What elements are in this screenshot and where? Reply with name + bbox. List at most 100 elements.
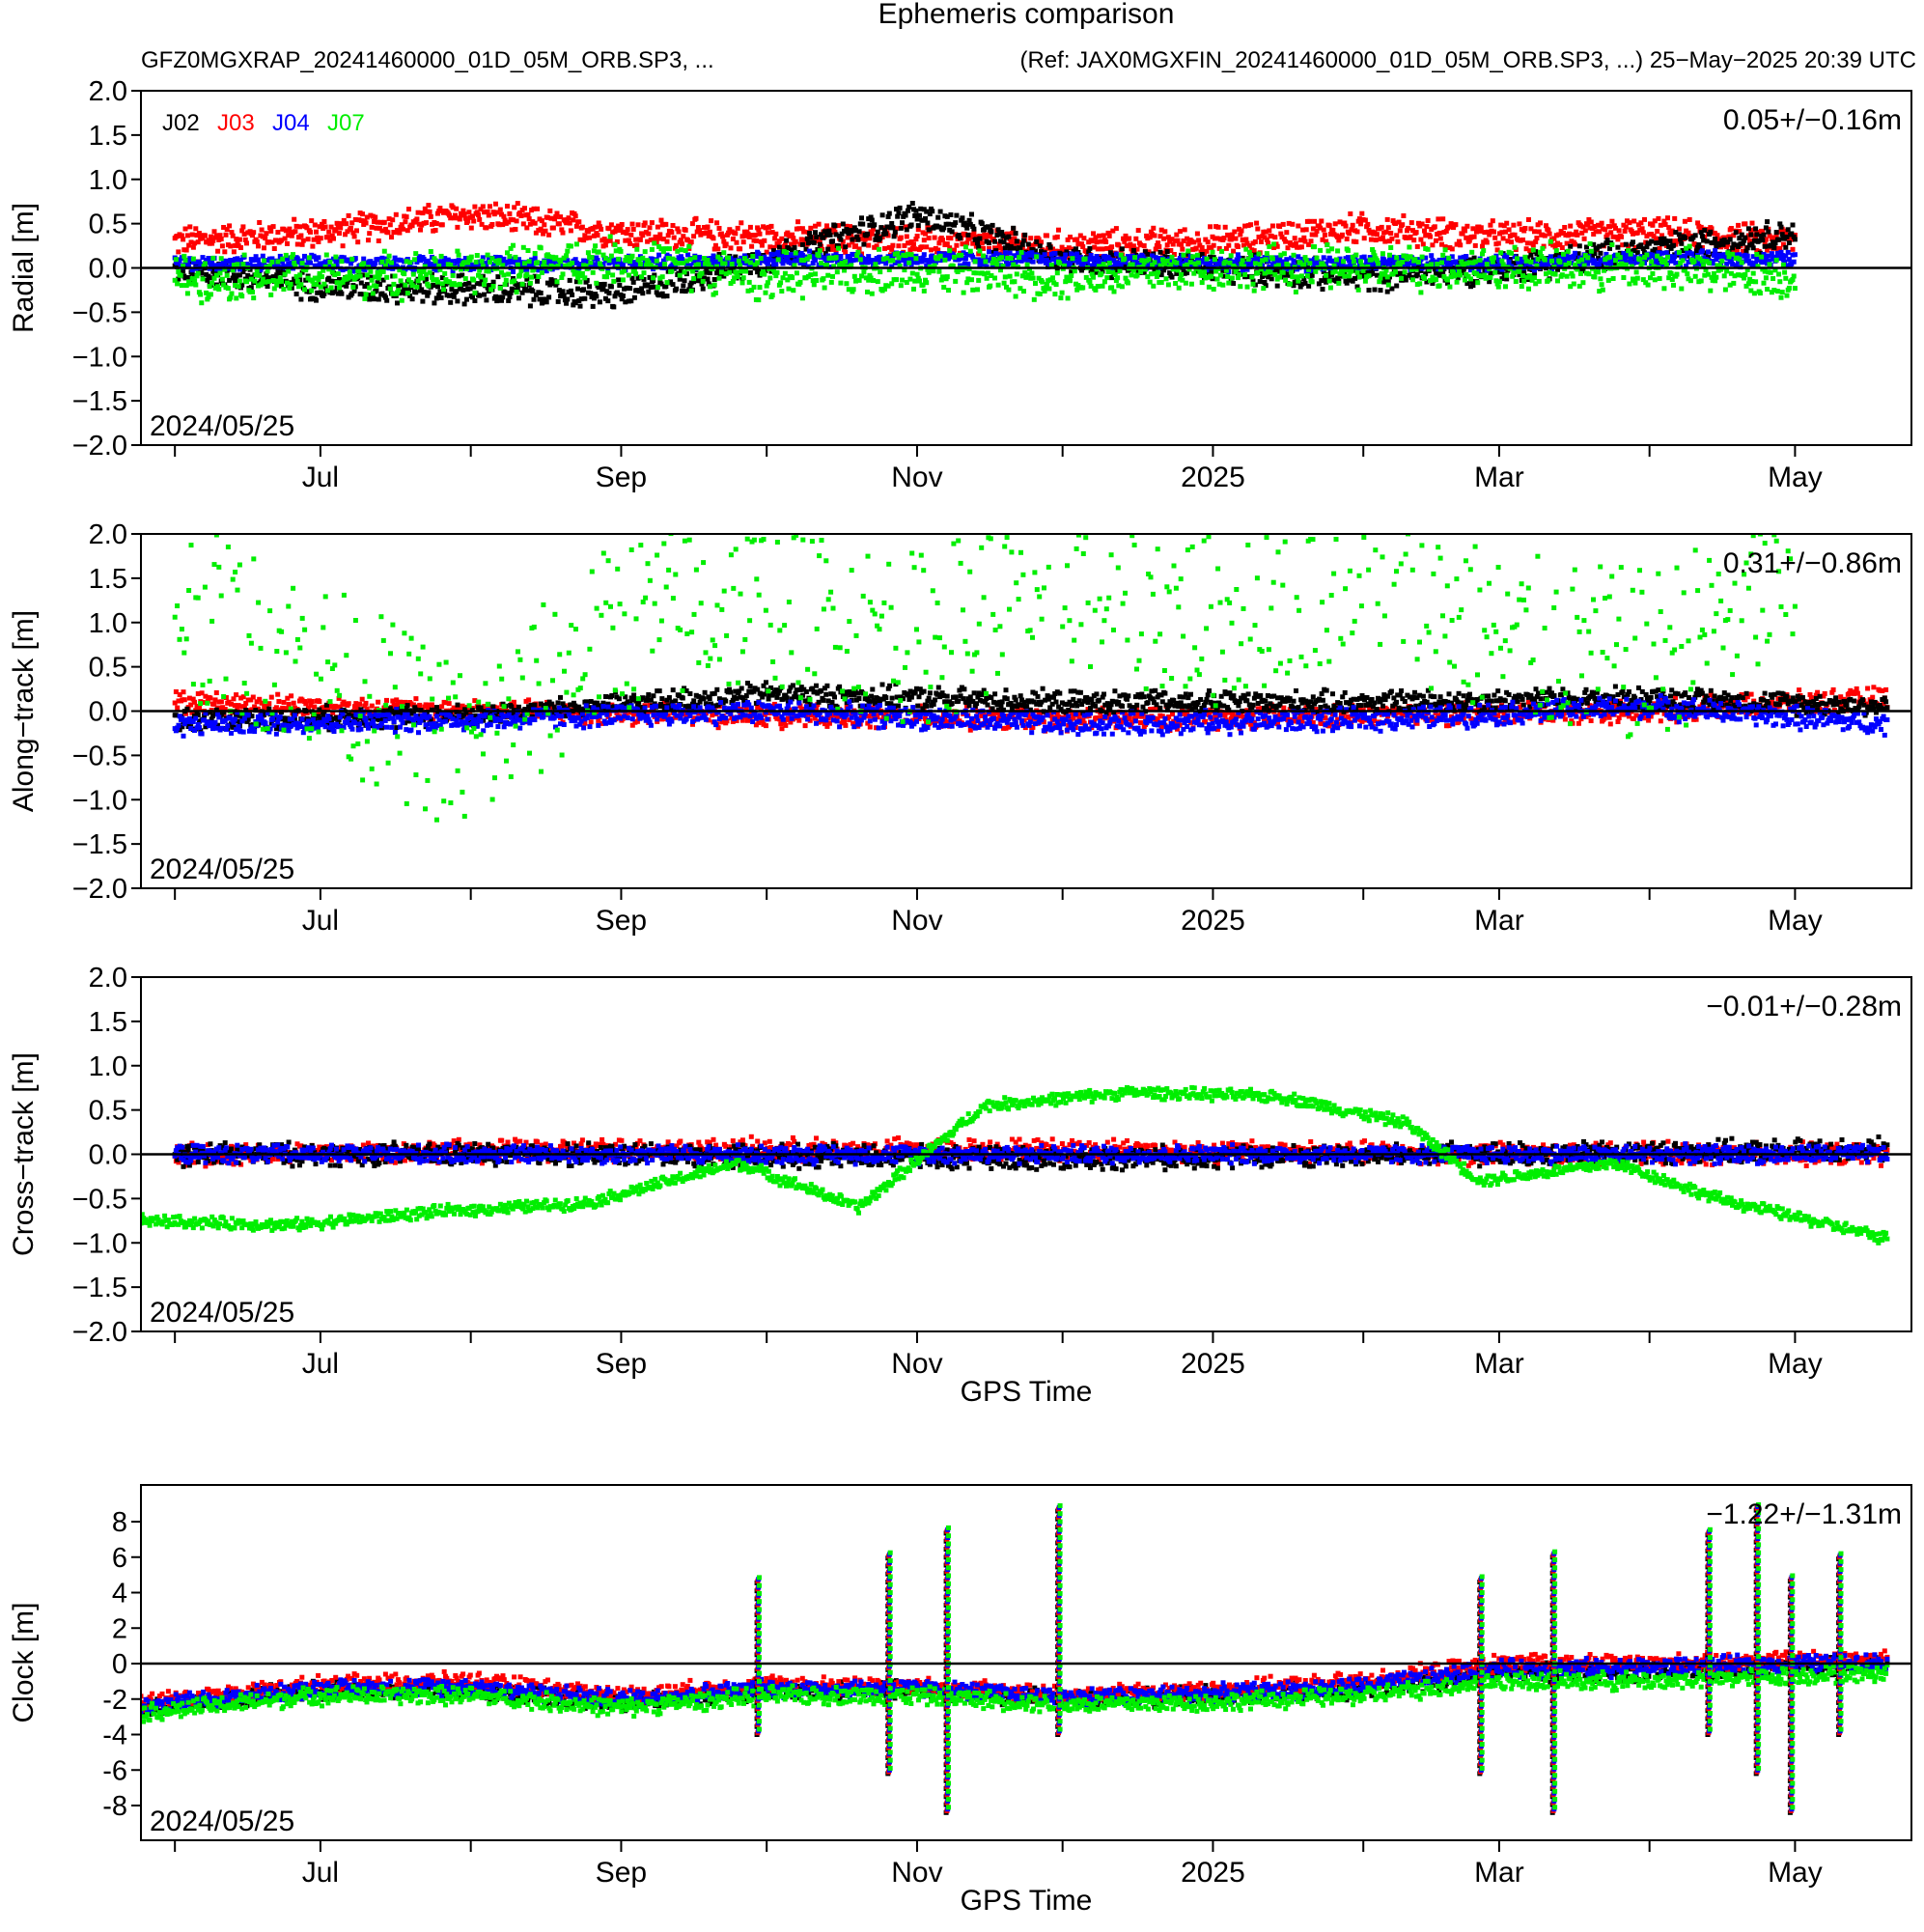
point [1337,256,1343,262]
point [577,279,583,285]
point [856,229,862,235]
point [1310,262,1316,267]
point [1047,244,1053,250]
point [1702,228,1708,233]
point [990,263,995,268]
point [237,237,242,242]
point [431,283,436,288]
point [902,267,907,273]
point [572,213,578,219]
point [1751,264,1757,268]
point [908,252,914,258]
point [1179,261,1185,266]
point [1335,235,1341,239]
point [906,208,910,213]
point [840,221,846,227]
point [273,278,278,284]
point [683,262,689,267]
point [436,293,442,297]
point [1168,248,1174,253]
point [1492,235,1498,240]
point [1088,253,1094,258]
point [560,230,566,236]
point [943,251,949,257]
point [669,268,675,274]
point [484,297,489,303]
point [996,252,1002,258]
point [1033,281,1038,286]
point [533,230,539,236]
point [799,295,805,301]
point [457,281,462,287]
point [1030,275,1036,281]
point [830,243,835,249]
point [568,243,573,249]
point [1766,253,1771,259]
point [645,282,651,288]
point [457,216,462,222]
point [666,246,672,252]
point [1446,224,1452,230]
point [495,274,501,280]
point [383,263,388,268]
point [699,270,705,276]
point [833,255,839,261]
point [786,286,792,292]
point [439,275,445,281]
point [788,260,794,266]
point [1520,238,1525,242]
point [583,236,589,241]
point [507,254,513,259]
point [1740,248,1745,254]
point [436,209,442,214]
point [209,280,215,286]
point [936,268,942,274]
point [1146,249,1152,255]
point [1745,226,1751,232]
point [486,212,491,218]
point [655,285,660,291]
point [1629,229,1634,235]
point [990,222,995,228]
point [780,261,786,266]
point [686,243,692,249]
point [681,261,686,266]
point [1711,252,1716,258]
point [984,275,990,281]
point [1347,258,1352,264]
point [349,273,353,279]
figure-title: Ephemeris comparison [878,0,1175,30]
point [1506,227,1512,233]
point [435,279,440,285]
point [998,267,1003,273]
point [1286,220,1292,226]
point [1221,236,1227,241]
point [715,246,721,252]
point [509,227,515,233]
point [1182,227,1187,233]
point [1604,232,1610,238]
point [930,209,935,214]
point [869,258,875,264]
point [298,233,304,238]
point [305,237,311,242]
point [531,296,537,302]
point [1488,222,1493,228]
point [955,269,961,274]
point [633,271,639,277]
point [678,247,683,253]
point [652,240,657,246]
point [909,270,915,276]
point [513,254,518,260]
point [1790,246,1796,252]
point [547,282,553,288]
point [1680,248,1686,253]
point [1414,243,1420,249]
point [1753,226,1759,232]
point [533,292,539,297]
point [1580,266,1586,272]
point [482,292,487,297]
point [1269,276,1274,282]
point [1654,236,1659,241]
point [520,221,526,227]
